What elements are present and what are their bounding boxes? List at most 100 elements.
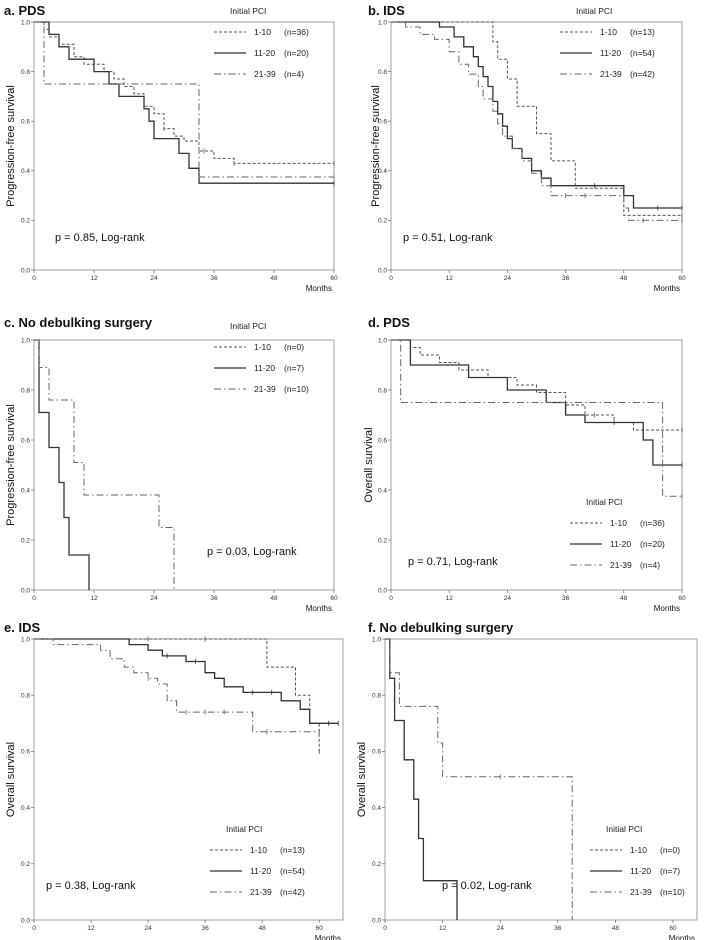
panel-b-xtick-label: 24 <box>504 275 512 282</box>
panel-a-ytick-label: 1.0 <box>21 19 30 26</box>
panel-a-xtick-label: 0 <box>32 275 36 282</box>
panel-f-xtick-label: 36 <box>554 925 562 932</box>
panel-f-ytick-label: 1.0 <box>372 636 381 643</box>
panel-a-legend-label-21-39: 21-39 <box>254 69 276 79</box>
panel-b-ytick-label: 0.2 <box>378 218 387 225</box>
panel-b-legend-n-21-39: (n=42) <box>630 69 655 79</box>
panel-b-xtick-label: 36 <box>562 275 570 282</box>
panel-b-legend-label-21-39: 21-39 <box>600 69 622 79</box>
panel-a-ytick-label: 0.6 <box>21 119 30 126</box>
panel-c-xtick-label: 48 <box>270 595 278 602</box>
panel-f-legend-n-1-10: (n=0) <box>660 845 680 855</box>
panel-b-ytick-label: 0.6 <box>378 119 387 126</box>
panel-b-ytick-label: 1.0 <box>378 19 387 26</box>
panel-a-xtick-label: 24 <box>150 275 158 282</box>
panel-c-legend-label-21-39: 21-39 <box>254 384 276 394</box>
panel-e-xtick-label: 48 <box>259 925 267 932</box>
panel-c-curve-21-39 <box>34 339 175 590</box>
panel-a-ytick-label: 0.4 <box>21 168 30 175</box>
panel-d-pvalue: p = 0.71, Log-rank <box>408 556 498 568</box>
panel-c-ytick-label: 0.6 <box>21 437 30 444</box>
panel-a-xtick-label: 12 <box>90 275 98 282</box>
panel-d-legend-label-21-39: 21-39 <box>610 560 632 570</box>
panel-f-ytick-label: 0.8 <box>372 693 381 700</box>
panel-e-legend-n-11-20: (n=54) <box>280 866 305 876</box>
panel-e-ytick-label: 0.4 <box>21 805 30 812</box>
panel-f-title: f. No debulking surgery <box>368 620 514 635</box>
panel-d-legend-n-21-39: (n=4) <box>640 560 660 570</box>
panel-c-ytick-label: 0.8 <box>21 387 30 394</box>
panel-e-xtick-label: 36 <box>202 925 210 932</box>
panel-d-curve-11-20 <box>391 339 682 466</box>
panel-a-xtick-label: 48 <box>270 275 278 282</box>
panel-d-legend-label-1-10: 1-10 <box>610 518 627 528</box>
panel-f-xaxis-label: Months <box>669 934 695 940</box>
panel-b-legend-label-1-10: 1-10 <box>600 27 617 37</box>
panel-b-ytick-label: 0.0 <box>378 267 387 274</box>
panel-a-xaxis-label: Months <box>306 284 332 293</box>
panel-e-legend-n-21-39: (n=42) <box>280 887 305 897</box>
panel-e-curve-21-39 <box>34 638 320 733</box>
panel-d-xaxis-label: Months <box>654 604 680 613</box>
panel-f-legend-n-11-20: (n=7) <box>660 866 680 876</box>
panel-c-xtick-label: 0 <box>32 595 36 602</box>
panel-b-ytick-label: 0.4 <box>378 168 387 175</box>
panel-f-pvalue: p = 0.02, Log-rank <box>442 880 532 892</box>
panel-b-xtick-label: 12 <box>446 275 454 282</box>
panel-d-ytick-label: 1.0 <box>378 337 387 344</box>
panel-d-yaxis-label: Overall survival <box>363 427 375 502</box>
panel-d-frame <box>390 339 683 591</box>
panel-f-xtick-label: 24 <box>497 925 505 932</box>
panel-f-legend-n-21-39: (n=10) <box>660 887 685 897</box>
panel-b-xtick-label: 48 <box>620 275 628 282</box>
panel-e-curve-11-20 <box>34 638 339 724</box>
panel-b-legend-n-11-20: (n=54) <box>630 48 655 58</box>
panel-c-legend-label-1-10: 1-10 <box>254 342 271 352</box>
panel-b-frame <box>390 21 683 271</box>
panel-f-curve-21-39 <box>385 638 573 920</box>
panel-c-yaxis-label: Progression-free survival <box>5 404 17 526</box>
panel-c-ytick-label: 0.4 <box>21 487 30 494</box>
panel-a-xtick-label: 36 <box>210 275 218 282</box>
panel-a-curve-21-39 <box>34 21 334 178</box>
panel-c-legend-title: Initial PCI <box>230 321 266 331</box>
panel-e-ytick-label: 0.6 <box>21 749 30 756</box>
panel-b-pvalue: p = 0.51, Log-rank <box>403 232 493 244</box>
panel-a-legend-title: Initial PCI <box>230 6 266 16</box>
panel-f-curve-11-20 <box>385 638 458 920</box>
panel-c-legend-n-1-10: (n=0) <box>284 342 304 352</box>
panel-e-legend-label-1-10: 1-10 <box>250 845 267 855</box>
panel-c-xtick-label: 12 <box>90 595 98 602</box>
panel-a-curve-1-10 <box>34 21 334 164</box>
panel-c-ytick-label: 0.0 <box>21 587 30 594</box>
panel-a-xtick-label: 60 <box>330 275 338 282</box>
panel-a-legend-label-11-20: 11-20 <box>254 48 275 58</box>
panel-d-legend-title: Initial PCI <box>586 497 622 507</box>
panel-a-ytick-label: 0.0 <box>21 267 30 274</box>
panel-b-xaxis-label: Months <box>654 284 680 293</box>
panel-d-xtick-label: 36 <box>562 595 570 602</box>
panel-b-legend-title: Initial PCI <box>576 6 612 16</box>
panel-d-curve-21-39 <box>391 339 682 497</box>
panel-c-ytick-label: 0.2 <box>21 537 30 544</box>
panel-c-pvalue: p = 0.03, Log-rank <box>207 546 297 558</box>
panel-d-ytick-label: 0.6 <box>378 437 387 444</box>
panel-c-xtick-label: 36 <box>210 595 218 602</box>
panel-b-ytick-label: 0.8 <box>378 69 387 76</box>
panel-a-curve-11-20 <box>34 21 334 184</box>
panel-d-xtick-label: 60 <box>678 595 686 602</box>
panel-a-legend-n-21-39: (n=4) <box>284 69 304 79</box>
panel-c-xtick-label: 24 <box>150 595 158 602</box>
panel-e-ytick-label: 0.0 <box>21 917 30 924</box>
panel-e-xtick-label: 60 <box>316 925 324 932</box>
panel-d-legend-n-1-10: (n=36) <box>640 518 665 528</box>
panel-f-frame <box>384 638 698 921</box>
panel-e-title: e. IDS <box>4 620 40 635</box>
panel-f-legend-label-11-20: 11-20 <box>630 866 651 876</box>
panel-d-ytick-label: 0.0 <box>378 587 387 594</box>
panel-f-xtick-label: 0 <box>383 925 387 932</box>
panel-d-title: d. PDS <box>368 315 410 330</box>
panel-b-curve-1-10 <box>391 21 682 216</box>
panel-a-yaxis-label: Progression-free survival <box>5 85 17 207</box>
panel-f-legend-label-21-39: 21-39 <box>630 887 652 897</box>
